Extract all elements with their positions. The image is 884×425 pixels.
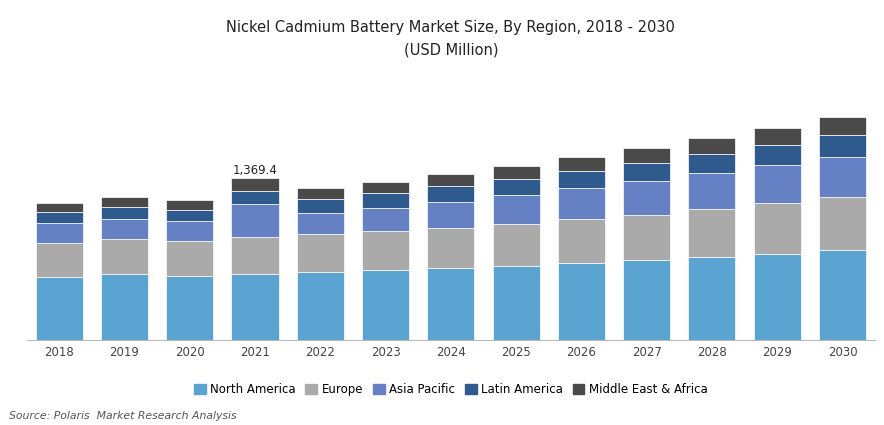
Bar <box>492 224 539 266</box>
Bar <box>232 204 278 236</box>
Bar <box>427 228 475 268</box>
Bar <box>623 181 670 215</box>
Bar <box>166 241 213 275</box>
Bar <box>362 231 409 270</box>
Bar <box>166 275 213 340</box>
Bar <box>427 187 475 201</box>
Bar <box>101 218 148 239</box>
Bar <box>297 199 344 212</box>
Title: Nickel Cadmium Battery Market Size, By Region, 2018 - 2030
(USD Million): Nickel Cadmium Battery Market Size, By R… <box>226 20 675 57</box>
Bar <box>35 212 83 224</box>
Bar <box>232 178 278 191</box>
Text: Source: Polaris  Market Research Analysis: Source: Polaris Market Research Analysis <box>9 411 236 421</box>
Bar <box>427 174 475 187</box>
Bar <box>35 278 83 340</box>
Bar <box>819 197 866 250</box>
Bar <box>558 188 605 219</box>
Bar <box>819 250 866 340</box>
Bar <box>362 193 409 207</box>
Bar <box>362 181 409 193</box>
Bar <box>492 179 539 196</box>
Bar <box>166 210 213 221</box>
Bar <box>166 200 213 210</box>
Bar <box>689 154 735 173</box>
Bar <box>558 171 605 188</box>
Text: 1,369.4: 1,369.4 <box>232 164 278 177</box>
Bar <box>297 272 344 340</box>
Bar <box>754 203 801 254</box>
Legend: North America, Europe, Asia Pacific, Latin America, Middle East & Africa: North America, Europe, Asia Pacific, Lat… <box>189 379 713 401</box>
Bar <box>754 165 801 203</box>
Bar <box>623 261 670 340</box>
Bar <box>362 207 409 231</box>
Bar <box>754 145 801 165</box>
Bar <box>689 173 735 209</box>
Bar <box>754 254 801 340</box>
Bar <box>819 157 866 197</box>
Bar <box>427 201 475 228</box>
Bar <box>427 268 475 340</box>
Bar <box>623 148 670 163</box>
Bar <box>232 236 278 274</box>
Bar <box>623 163 670 181</box>
Bar <box>35 203 83 212</box>
Bar <box>101 275 148 340</box>
Bar <box>492 266 539 340</box>
Bar <box>362 270 409 340</box>
Bar <box>689 257 735 340</box>
Bar <box>754 128 801 145</box>
Bar <box>558 263 605 340</box>
Bar <box>558 219 605 263</box>
Bar <box>35 243 83 278</box>
Bar <box>232 191 278 204</box>
Bar <box>689 138 735 154</box>
Bar <box>558 157 605 171</box>
Bar <box>297 212 344 235</box>
Bar <box>297 188 344 199</box>
Bar <box>819 117 866 135</box>
Bar <box>166 221 213 241</box>
Bar <box>35 224 83 243</box>
Bar <box>492 166 539 179</box>
Bar <box>101 239 148 275</box>
Bar <box>101 207 148 218</box>
Bar <box>689 209 735 257</box>
Bar <box>819 135 866 157</box>
Bar <box>101 196 148 207</box>
Bar <box>492 196 539 224</box>
Bar <box>297 235 344 272</box>
Bar <box>623 215 670 261</box>
Bar <box>232 274 278 340</box>
